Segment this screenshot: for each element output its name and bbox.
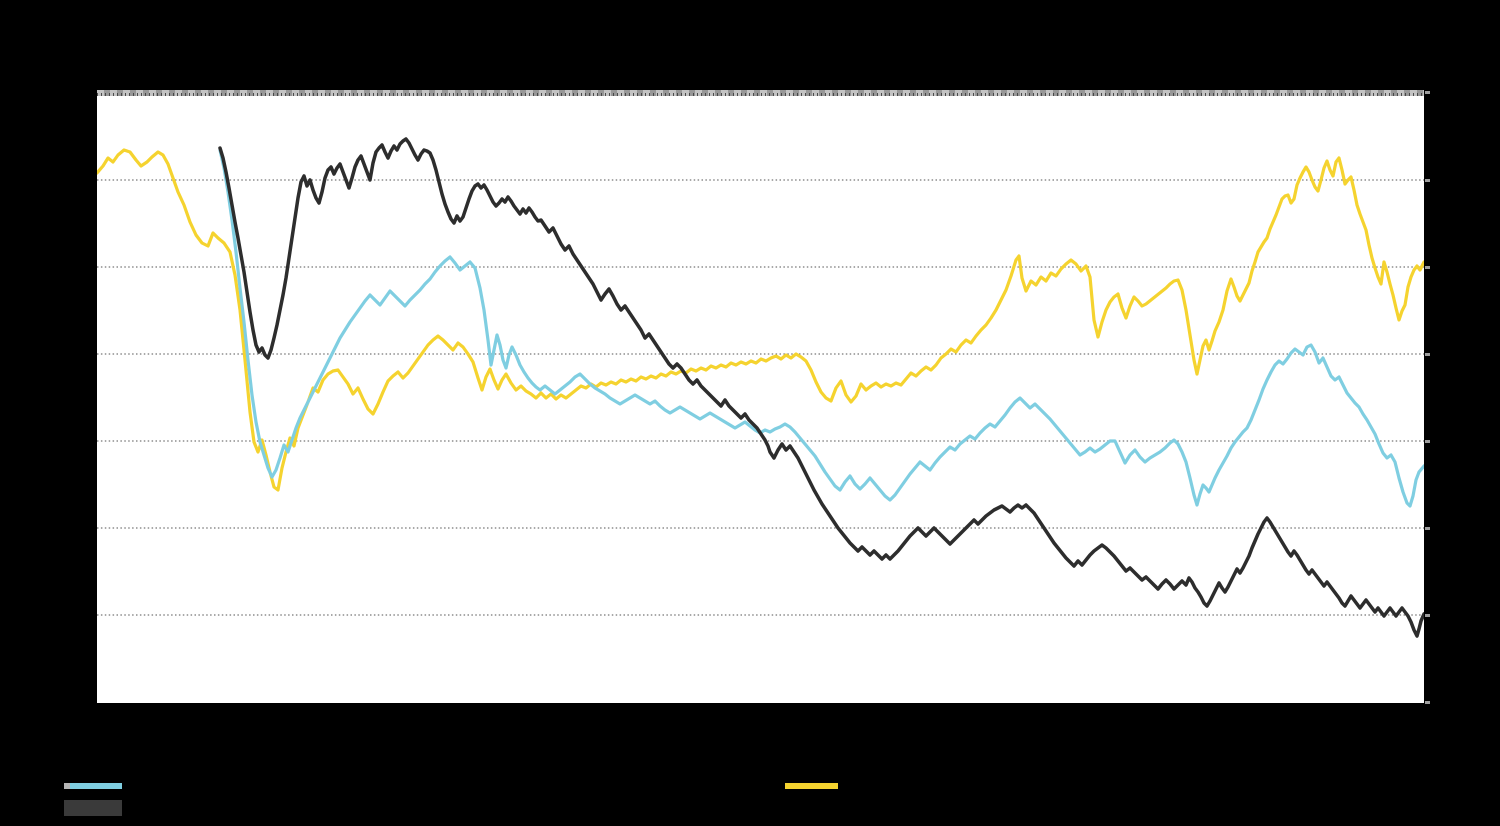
plot-area — [97, 90, 1424, 703]
legend-nub-icon — [64, 783, 70, 789]
right-axis-tick — [1425, 614, 1430, 617]
legend-swatch-dark — [64, 800, 122, 816]
top-axis-strip — [97, 90, 1424, 96]
legend-swatch-cyan — [70, 783, 122, 789]
right-axis-tick — [1425, 91, 1430, 94]
legend-swatch-yellow — [785, 783, 838, 789]
cyan-series-line — [218, 148, 1424, 508]
right-axis-tick — [1425, 353, 1430, 356]
right-axis-tick — [1425, 701, 1430, 704]
right-axis-tick — [1425, 440, 1430, 443]
right-axis-tick — [1425, 266, 1430, 269]
line-chart — [97, 137, 1424, 638]
right-axis-tick — [1425, 527, 1430, 530]
right-axis-tick — [1425, 179, 1430, 182]
dark-series-line — [218, 137, 1424, 638]
yellow-series-line — [97, 148, 1424, 492]
